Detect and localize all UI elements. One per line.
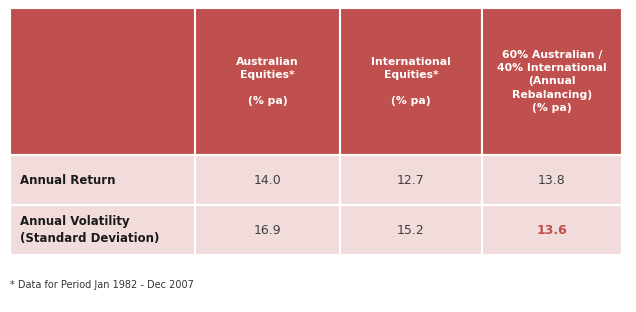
Bar — [195, 155, 340, 205]
Bar — [195, 205, 340, 255]
Bar — [340, 205, 482, 255]
Bar — [195, 8, 340, 155]
Text: International
Equities*

(% pa): International Equities* (% pa) — [371, 57, 451, 106]
Text: * Data for Period Jan 1982 - Dec 2007: * Data for Period Jan 1982 - Dec 2007 — [10, 280, 194, 290]
Text: 13.8: 13.8 — [538, 173, 566, 187]
Bar — [10, 8, 195, 155]
Text: 15.2: 15.2 — [397, 223, 425, 236]
Bar — [10, 205, 195, 255]
Bar — [482, 205, 622, 255]
Text: Annual Volatility
(Standard Deviation): Annual Volatility (Standard Deviation) — [20, 215, 160, 245]
Bar — [482, 155, 622, 205]
Bar — [340, 8, 482, 155]
Text: Annual Return: Annual Return — [20, 173, 116, 187]
Bar — [10, 155, 195, 205]
Bar — [482, 8, 622, 155]
Text: 60% Australian /
40% International
(Annual
Rebalancing)
(% pa): 60% Australian / 40% International (Annu… — [497, 50, 607, 113]
Text: Australian
Equities*

(% pa): Australian Equities* (% pa) — [236, 57, 299, 106]
Text: 12.7: 12.7 — [397, 173, 425, 187]
Bar — [340, 155, 482, 205]
Text: 16.9: 16.9 — [254, 223, 281, 236]
Text: 13.6: 13.6 — [537, 223, 567, 236]
Text: 14.0: 14.0 — [254, 173, 281, 187]
